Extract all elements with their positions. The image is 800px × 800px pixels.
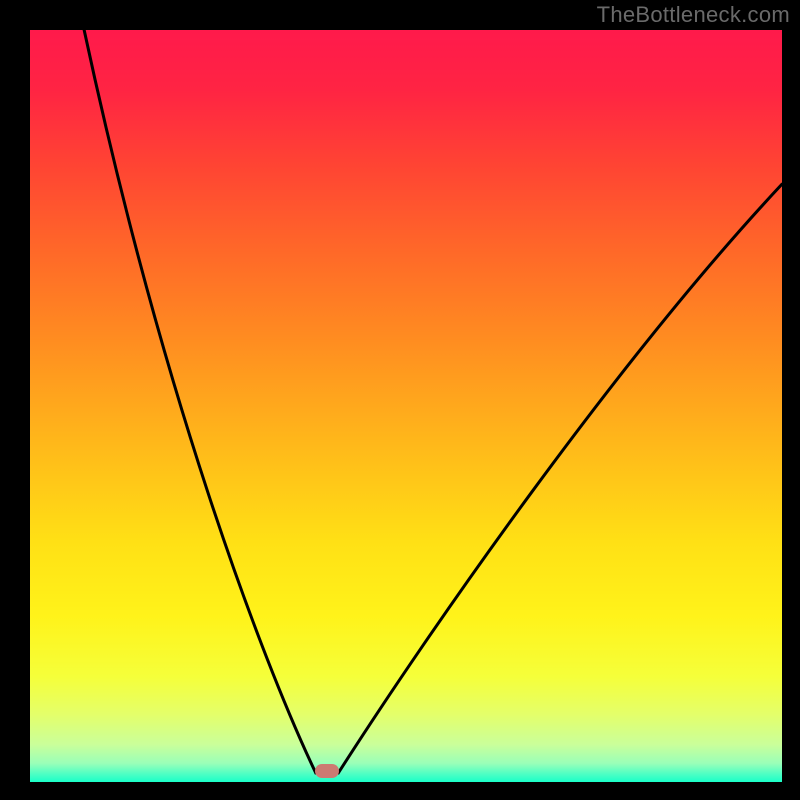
bottleneck-curve-svg [30,30,782,782]
optimum-marker [315,764,339,778]
watermark-text: TheBottleneck.com [597,2,790,28]
bottleneck-curve-path [84,30,782,773]
chart-plot-area [30,30,782,782]
